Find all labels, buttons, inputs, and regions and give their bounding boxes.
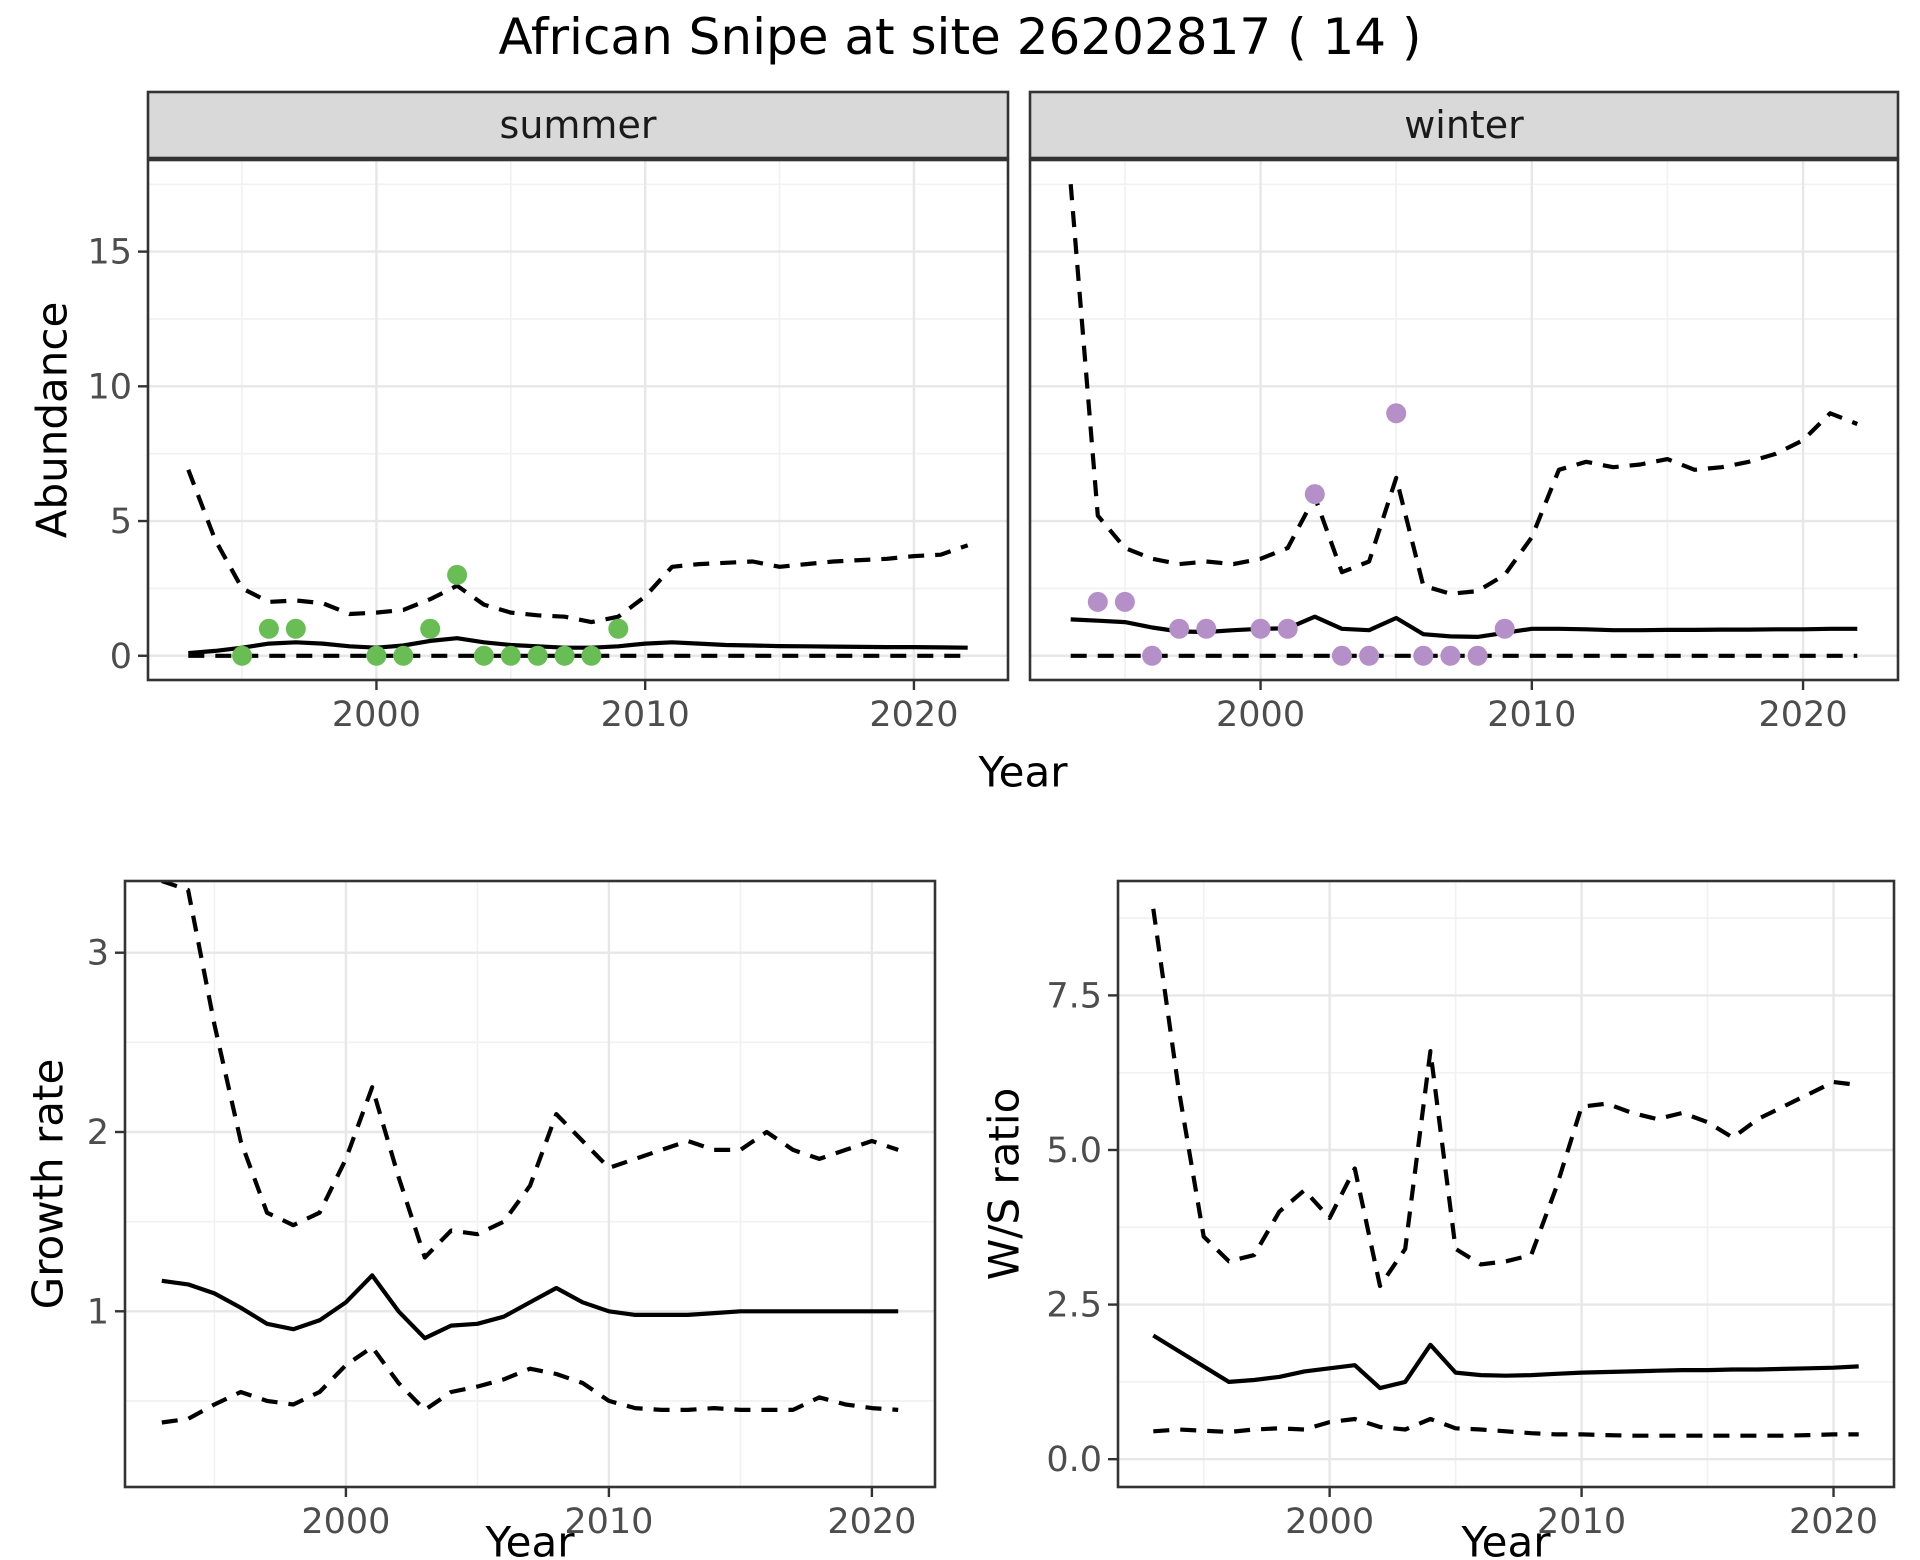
x-axis-title-year-ws: Year xyxy=(1461,1517,1551,1560)
y-tick-label: 7.5 xyxy=(1046,976,1102,1016)
observed-point xyxy=(1494,618,1515,639)
observed-point xyxy=(1386,403,1407,424)
observed-point xyxy=(258,618,279,639)
y-tick-label: 5.0 xyxy=(1046,1131,1102,1171)
panel-background xyxy=(148,160,1008,680)
observed-point xyxy=(1277,618,1298,639)
observed-point xyxy=(393,645,414,666)
y-axis-title-ws-ratio: W/S ratio xyxy=(979,1087,1029,1281)
y-tick-label: 0.0 xyxy=(1046,1440,1102,1480)
observed-point xyxy=(1169,618,1190,639)
observed-point xyxy=(420,618,441,639)
facet-strip-label-summer: summer xyxy=(499,103,657,147)
upper-ci-line xyxy=(1068,184,1859,596)
x-tick-label: 2010 xyxy=(601,695,690,735)
fit-line xyxy=(1152,1333,1859,1391)
x-axis-title-year-top: Year xyxy=(978,747,1068,797)
x-tick-label: 2010 xyxy=(564,1502,653,1542)
facet-strip xyxy=(1028,90,1900,160)
observed-point xyxy=(447,564,468,585)
panel-background xyxy=(1118,881,1894,1487)
x-tick-label: 2000 xyxy=(332,695,421,735)
observed-point xyxy=(554,645,575,666)
panel-border xyxy=(123,879,937,1489)
observed-point xyxy=(1142,645,1163,666)
y-tick-label: 10 xyxy=(87,367,132,407)
y-tick-label: 1 xyxy=(87,1292,109,1332)
observed-point xyxy=(1114,591,1135,612)
facet-strip xyxy=(146,90,1010,160)
panel-border xyxy=(1028,158,1900,682)
x-tick-label: 2020 xyxy=(869,695,958,735)
observed-point xyxy=(1250,618,1271,639)
fit-line xyxy=(161,1273,899,1341)
y-tick-label: 15 xyxy=(87,233,132,273)
observed-point xyxy=(527,645,548,666)
figure-title: African Snipe at site 26202817 ( 14 ) xyxy=(498,8,1422,66)
observed-point xyxy=(1087,591,1108,612)
observed-point xyxy=(232,645,253,666)
upper-ci-line xyxy=(161,881,899,1260)
y-tick-label: 3 xyxy=(87,934,109,974)
x-axis-title-year-growth: Year xyxy=(485,1517,575,1560)
panel-abundance-summer: 2000 2010 2020 0 5 10 15 xyxy=(87,90,1010,735)
panel-border xyxy=(146,158,1010,682)
lower-ci-line xyxy=(1153,1416,1859,1438)
lower-ci-line xyxy=(161,1345,899,1425)
x-tick-label: 2000 xyxy=(1285,1502,1374,1542)
y-tick-label: 5 xyxy=(110,502,132,542)
y-tick-label: 0 xyxy=(110,637,132,677)
observed-point xyxy=(500,645,521,666)
x-tick-label: 2020 xyxy=(827,1502,916,1542)
panel-growth-rate: 2000 2010 2020 1 2 3 xyxy=(87,879,937,1542)
panel-ws-ratio: 2000 2010 2020 0.0 2.5 5.0 7.5 xyxy=(1046,879,1896,1542)
x-tick-label: 2010 xyxy=(1537,1502,1626,1542)
x-tick-label: 2010 xyxy=(1487,695,1576,735)
facet-strip-label-winter: winter xyxy=(1404,103,1524,147)
upper-ci-line xyxy=(186,469,969,625)
panel-abundance-winter: 2000 2010 2020 xyxy=(1028,90,1900,735)
observed-point xyxy=(1440,645,1461,666)
y-tick-label: 2.5 xyxy=(1046,1286,1102,1326)
y-axis-title-abundance: Abundance xyxy=(27,301,77,539)
x-tick-label: 2020 xyxy=(1789,1502,1878,1542)
fit-line xyxy=(188,636,968,656)
observed-point xyxy=(1196,618,1217,639)
x-tick-label: 2000 xyxy=(301,1502,390,1542)
y-tick-label: 2 xyxy=(87,1113,109,1153)
observed-point xyxy=(285,618,306,639)
panel-border xyxy=(1116,879,1896,1489)
y-axis-title-growth-rate: Growth rate xyxy=(23,1058,73,1310)
observed-point xyxy=(1413,645,1434,666)
observed-point xyxy=(1331,645,1352,666)
observed-point xyxy=(1359,645,1380,666)
observed-point xyxy=(366,645,387,666)
observed-point xyxy=(473,645,494,666)
observed-point xyxy=(1467,645,1488,666)
upper-ci-line xyxy=(1151,908,1859,1289)
panel-background xyxy=(1030,160,1898,680)
observed-point xyxy=(608,618,629,639)
x-tick-label: 2020 xyxy=(1759,695,1848,735)
x-tick-label: 2000 xyxy=(1216,695,1305,735)
observed-point xyxy=(581,645,602,666)
observed-point xyxy=(1304,484,1325,505)
